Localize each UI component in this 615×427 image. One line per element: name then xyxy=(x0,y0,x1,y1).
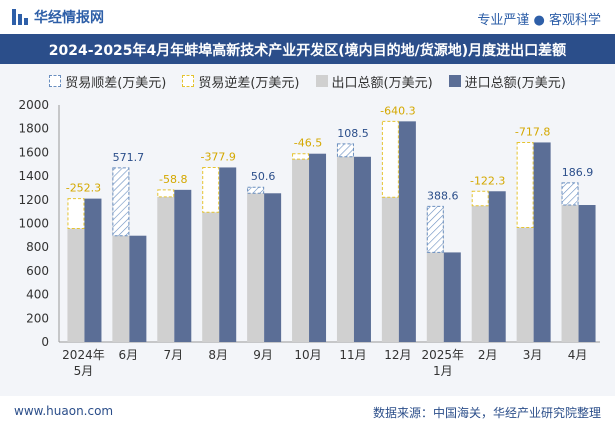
deficit-segment-7 xyxy=(381,120,399,198)
import-bar-1 xyxy=(129,235,147,342)
import-bar-10 xyxy=(533,142,551,342)
surplus-segment-11 xyxy=(561,182,579,206)
x-tick-label-2: 7月 xyxy=(163,348,183,362)
deficit-segment-5 xyxy=(292,153,310,160)
import-bar-9 xyxy=(488,191,506,342)
balance-label-11: 186.9 xyxy=(562,166,594,179)
legend-label-surplus: 贸易顺差(万美元) xyxy=(65,75,167,91)
x-tick-label-3: 8月 xyxy=(208,348,228,362)
legend-swatch-surplus xyxy=(49,75,62,87)
export-bar-6 xyxy=(336,143,354,342)
y-tick-label-2: 400 xyxy=(26,288,49,302)
balance-label-1: 571.7 xyxy=(113,151,145,164)
top-bar: 华经情报网 专业严谨 ● 客观科学 xyxy=(0,0,615,34)
balance-label-9: -122.3 xyxy=(470,174,505,187)
y-tick-label-8: 1600 xyxy=(18,145,49,159)
deficit-segment-3 xyxy=(202,166,220,213)
surplus-segment-4 xyxy=(247,186,265,194)
balance-label-8: 388.6 xyxy=(427,189,459,202)
surplus-segment-1 xyxy=(112,167,130,237)
legend-item-export: 出口总额(万美元) xyxy=(315,71,433,91)
deficit-segment-9 xyxy=(471,190,489,207)
y-tick-label-4: 800 xyxy=(26,240,49,254)
x-tick-label-1: 6月 xyxy=(119,348,139,362)
brand-name: 华经情报网 xyxy=(34,10,104,26)
export-bar-11 xyxy=(561,182,579,342)
export-bar-9 xyxy=(471,205,489,342)
deficit-segment-10 xyxy=(516,141,534,229)
tagline: 专业严谨 ● 客观科学 xyxy=(477,13,601,28)
x-tick-label-7: 12月 xyxy=(384,348,411,362)
x-tick-label-11: 4月 xyxy=(568,348,588,362)
balance-label-5: -46.5 xyxy=(294,137,322,150)
balance-label-3: -377.9 xyxy=(200,150,235,163)
import-bar-11 xyxy=(578,205,596,342)
bar-chart: 0 200 400 600 800 1000 1200 1400 1600 1800 2000 -25… xyxy=(18,98,600,378)
balance-label-7: -640.3 xyxy=(380,104,415,117)
export-bar-3 xyxy=(202,212,220,342)
y-tick-label-3: 600 xyxy=(26,264,49,278)
export-bar-0 xyxy=(67,228,85,342)
balance-label-4: 50.6 xyxy=(251,170,276,183)
y-tick-label-9: 1800 xyxy=(18,122,49,136)
export-bar-10 xyxy=(516,227,534,342)
data-source: 数据来源：中国海关，华经产业研究院整理 xyxy=(372,406,601,420)
x-tick-label-4: 9月 xyxy=(253,348,273,362)
chart-title: 2024-2025年4月年蚌埠高新技术产业开发区(境内目的地/货源地)月度进出口… xyxy=(48,43,567,59)
import-bar-4 xyxy=(264,193,282,342)
export-bar-2 xyxy=(157,196,175,342)
x-tick-label-6: 11月 xyxy=(339,348,366,362)
bar-chart-icon xyxy=(12,9,28,25)
brand-logo[interactable]: 华经情报网 xyxy=(12,7,104,27)
deficit-segment-0 xyxy=(67,198,85,229)
chart-legend: 贸易顺差(万美元) 贸易逆差(万美元) 出口总额(万美元) 进口总额(万美元) xyxy=(0,71,615,91)
import-bar-8 xyxy=(443,252,461,342)
y-tick-label-10: 2000 xyxy=(18,98,49,112)
legend-swatch-export xyxy=(315,75,328,87)
import-bar-7 xyxy=(398,121,416,342)
x-tick-label-9: 2月 xyxy=(478,348,498,362)
legend-label-import: 进口总额(万美元) xyxy=(464,75,566,91)
site-link[interactable]: www.huaon.com xyxy=(14,404,114,418)
export-bar-4 xyxy=(247,187,265,342)
import-bar-3 xyxy=(219,167,237,342)
export-bar-5 xyxy=(292,159,310,342)
y-tick-label-6: 1200 xyxy=(18,193,49,207)
import-bar-2 xyxy=(174,189,192,342)
y-tick-label-7: 1400 xyxy=(18,169,49,183)
y-tick-label-0: 0 xyxy=(41,335,49,349)
surplus-segment-8 xyxy=(426,205,444,253)
legend-item-deficit: 贸易逆差(万美元) xyxy=(182,71,300,91)
legend-label-export: 出口总额(万美元) xyxy=(331,75,433,91)
x-tick-label-10: 3月 xyxy=(523,348,543,362)
export-bar-7 xyxy=(381,197,399,342)
legend-label-deficit: 贸易逆差(万美元) xyxy=(198,75,300,91)
y-tick-label-1: 200 xyxy=(26,311,49,325)
balance-label-2: -58.8 xyxy=(159,173,187,186)
legend-swatch-deficit xyxy=(182,75,195,87)
legend-swatch-import xyxy=(448,75,461,87)
balance-label-10: -717.8 xyxy=(515,125,550,138)
x-tick-label-5: 10月 xyxy=(294,348,321,362)
surplus-segment-6 xyxy=(336,143,354,158)
import-bar-5 xyxy=(309,153,327,342)
legend-item-import: 进口总额(万美元) xyxy=(448,71,566,91)
balance-label-6: 108.5 xyxy=(337,127,369,140)
x-tick-label-0: 2024年 5月 xyxy=(62,348,105,378)
footer: www.huaon.com 数据来源：中国海关，华经产业研究院整理 xyxy=(0,396,615,427)
import-bar-6 xyxy=(353,156,371,342)
balance-label-0: -252.3 xyxy=(66,182,101,195)
title-bar: 2024-2025年4月年蚌埠高新技术产业开发区(境内目的地/货源地)月度进出口… xyxy=(0,34,615,64)
x-tick-label-8: 2025年 1月 xyxy=(422,348,465,378)
deficit-segment-2 xyxy=(157,189,175,198)
import-bar-0 xyxy=(84,198,102,342)
legend-item-surplus: 贸易顺差(万美元) xyxy=(49,71,166,91)
y-tick-label-5: 1000 xyxy=(18,217,49,231)
